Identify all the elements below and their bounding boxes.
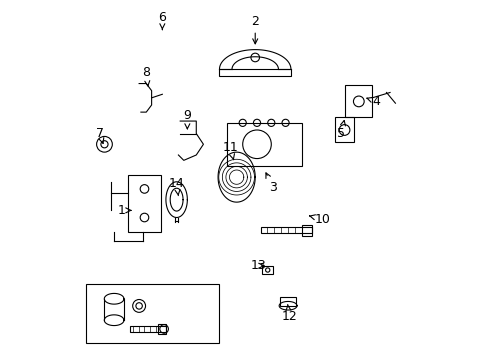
Text: 7: 7	[96, 127, 103, 143]
Bar	[262, 266, 272, 274]
Bar	[280, 297, 296, 306]
Text: 9: 9	[183, 109, 191, 129]
Bar	[260, 227, 311, 233]
Bar	[158, 324, 165, 334]
Bar	[345, 85, 371, 117]
Bar	[85, 284, 219, 342]
Text: 11: 11	[222, 141, 238, 160]
Text: 4: 4	[366, 95, 380, 108]
Bar	[226, 123, 301, 166]
Text: 2: 2	[251, 14, 259, 44]
Bar	[128, 175, 160, 232]
Bar	[219, 69, 290, 76]
Text: 13: 13	[250, 259, 266, 272]
Text: 1: 1	[117, 204, 131, 217]
Text: 3: 3	[265, 173, 276, 194]
Bar	[130, 326, 165, 332]
Text: 10: 10	[309, 213, 330, 226]
Text: 14: 14	[168, 177, 184, 195]
Text: 8: 8	[142, 66, 150, 86]
Text: 5: 5	[336, 121, 345, 140]
Bar	[302, 225, 311, 235]
Text: 6: 6	[158, 11, 166, 30]
Bar	[334, 117, 354, 143]
Text: 12: 12	[281, 305, 296, 323]
